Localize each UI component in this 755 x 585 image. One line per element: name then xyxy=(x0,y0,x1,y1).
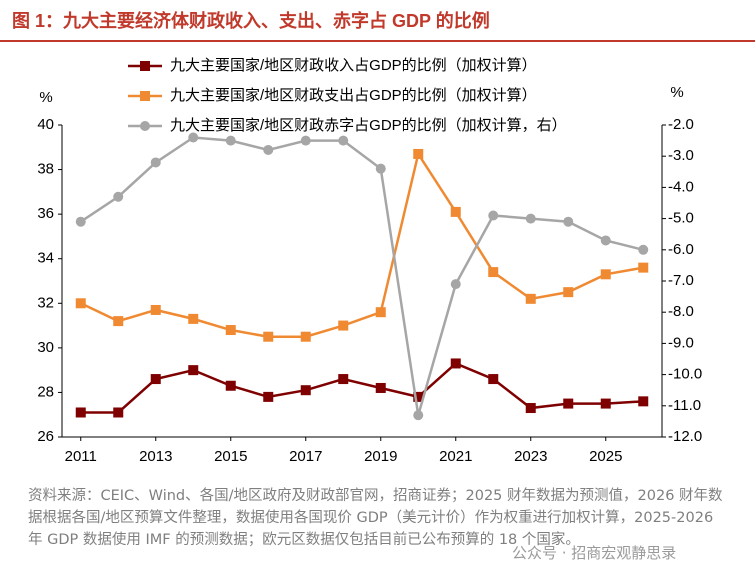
data-point xyxy=(638,396,649,407)
x-tick-label: 2011 xyxy=(65,448,97,465)
data-point xyxy=(600,269,611,280)
data-point xyxy=(338,135,349,146)
data-point xyxy=(638,262,649,273)
data-point xyxy=(338,374,349,385)
data-point xyxy=(150,157,161,168)
y-tick-label: 32 xyxy=(37,294,54,311)
y-tick-label: 40 xyxy=(37,116,54,133)
data-point xyxy=(300,331,311,342)
x-tick-label: 2021 xyxy=(439,448,472,465)
data-point xyxy=(300,385,311,396)
y2-tick-label: -5.0 xyxy=(668,210,694,227)
y2-tick-label: -6.0 xyxy=(668,241,694,258)
data-point xyxy=(525,213,536,224)
data-point xyxy=(450,358,461,369)
legend-marker xyxy=(140,121,150,131)
data-point xyxy=(263,331,274,342)
y-tick-label: 28 xyxy=(37,383,54,400)
data-point xyxy=(600,398,611,409)
data-point xyxy=(563,287,574,298)
y-tick-label: 36 xyxy=(37,205,54,222)
y2-tick-label: -2.0 xyxy=(668,116,694,133)
data-point xyxy=(225,380,236,391)
y2-tick-label: -8.0 xyxy=(668,303,694,320)
data-point xyxy=(150,374,161,385)
x-tick-label: 2013 xyxy=(139,448,172,465)
data-point xyxy=(225,325,236,336)
data-point xyxy=(375,163,386,174)
data-point xyxy=(375,382,386,393)
series-line xyxy=(80,136,644,416)
data-point xyxy=(413,410,424,421)
data-point xyxy=(488,267,499,278)
source-note: 资料来源：CEIC、Wind、各国/地区政府及财政部官网，招商证券；2025 财… xyxy=(28,488,723,548)
y2-tick-label: -3.0 xyxy=(668,147,694,164)
x-tick-label: 2023 xyxy=(514,448,547,465)
data-point xyxy=(263,391,274,402)
data-point xyxy=(488,374,499,385)
watermark: 公众号 · 招商宏观静思录 xyxy=(512,544,677,562)
legend-marker xyxy=(140,91,150,101)
data-point xyxy=(638,244,649,255)
y2-tick-label: -12.0 xyxy=(668,428,702,445)
series-line xyxy=(80,150,644,338)
y-axis-label: % xyxy=(39,89,52,106)
data-point xyxy=(188,132,199,143)
chart-title: 图 1：九大主要经济体财政收入、支出、赤字占 GDP 的比例 xyxy=(12,10,490,31)
legend-label: 九大主要国家/地区财政收入占GDP的比例（加权计算） xyxy=(170,56,537,74)
data-point xyxy=(263,144,274,155)
data-point xyxy=(225,135,236,146)
data-point xyxy=(563,216,574,227)
y-tick-label: 30 xyxy=(37,339,54,356)
data-point xyxy=(150,304,161,315)
data-point xyxy=(75,298,86,309)
x-tick-label: 2017 xyxy=(289,448,322,465)
y-tick-label: 26 xyxy=(37,428,54,445)
y-tick-label: 34 xyxy=(37,250,54,267)
data-point xyxy=(450,279,461,290)
data-point xyxy=(525,403,536,414)
y2-tick-label: -4.0 xyxy=(668,178,694,195)
legend-marker xyxy=(140,61,150,71)
y2-axis-label: % xyxy=(670,84,683,101)
data-point xyxy=(600,235,611,246)
x-tick-label: 2025 xyxy=(589,448,622,465)
data-point xyxy=(563,398,574,409)
data-point xyxy=(338,320,349,331)
data-point xyxy=(75,216,86,227)
data-point xyxy=(525,293,536,304)
data-point xyxy=(375,307,386,318)
data-point xyxy=(188,313,199,324)
x-tick-label: 2015 xyxy=(214,448,247,465)
data-point xyxy=(300,135,311,146)
y-tick-label: 38 xyxy=(37,161,54,178)
y2-tick-label: -11.0 xyxy=(668,397,701,414)
y2-tick-label: -7.0 xyxy=(668,272,694,289)
legend-label: 九大主要国家/地区财政赤字占GDP的比例（加权计算，右） xyxy=(170,116,567,134)
data-point xyxy=(113,407,124,418)
data-point xyxy=(413,148,424,159)
data-point xyxy=(113,316,124,327)
legend-label: 九大主要国家/地区财政支出占GDP的比例（加权计算） xyxy=(170,86,537,104)
data-point xyxy=(188,365,199,376)
data-point xyxy=(413,391,424,402)
data-point xyxy=(450,206,461,217)
y2-tick-label: -9.0 xyxy=(668,334,694,351)
series-line xyxy=(80,362,644,414)
data-point xyxy=(113,191,124,202)
data-point xyxy=(75,407,86,418)
y2-tick-label: -10.0 xyxy=(668,366,702,383)
data-point xyxy=(488,210,499,221)
x-tick-label: 2019 xyxy=(364,448,397,465)
